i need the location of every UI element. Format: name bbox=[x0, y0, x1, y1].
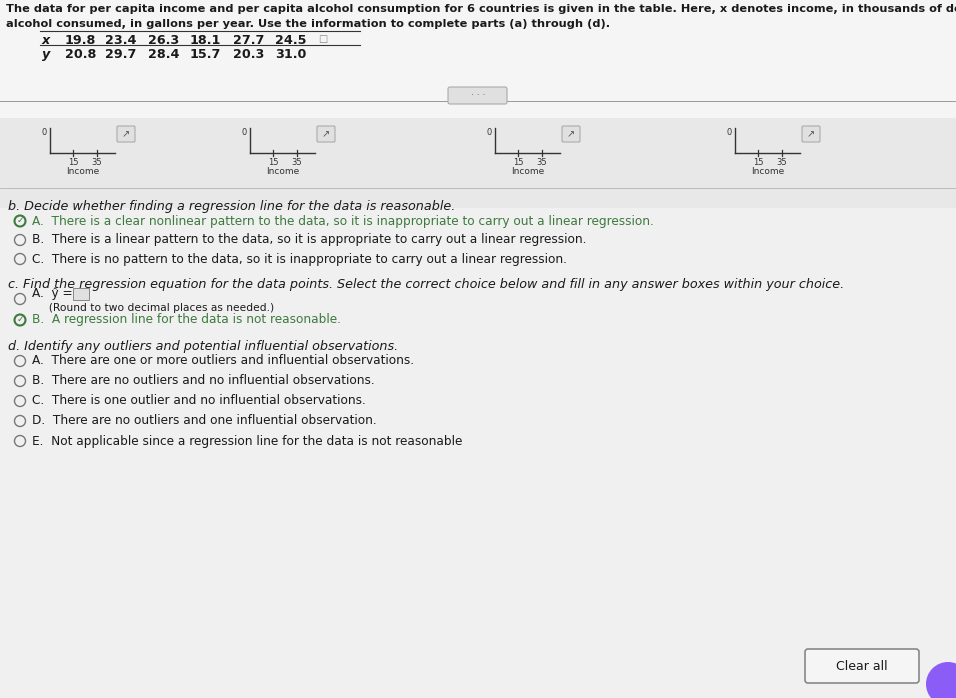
Text: · · ·: · · · bbox=[470, 91, 486, 100]
Text: B.  A regression line for the data is not reasonable.: B. A regression line for the data is not… bbox=[32, 313, 341, 327]
Text: E.  Not applicable since a regression line for the data is not reasonable: E. Not applicable since a regression lin… bbox=[32, 434, 463, 447]
Text: 35: 35 bbox=[536, 158, 548, 167]
Text: A.  There are one or more outliers and influential observations.: A. There are one or more outliers and in… bbox=[32, 355, 414, 368]
Text: □: □ bbox=[318, 34, 327, 44]
FancyBboxPatch shape bbox=[448, 87, 507, 104]
Text: y: y bbox=[42, 48, 51, 61]
FancyBboxPatch shape bbox=[0, 0, 956, 118]
Text: 35: 35 bbox=[92, 158, 102, 167]
Text: A.  There is a clear nonlinear pattern to the data, so it is inappropriate to ca: A. There is a clear nonlinear pattern to… bbox=[32, 214, 654, 228]
FancyBboxPatch shape bbox=[802, 126, 820, 142]
FancyBboxPatch shape bbox=[73, 288, 89, 300]
Text: ✓: ✓ bbox=[16, 216, 24, 225]
Text: 35: 35 bbox=[776, 158, 788, 167]
Text: ↗: ↗ bbox=[122, 129, 130, 139]
Text: 15: 15 bbox=[268, 158, 278, 167]
Text: x: x bbox=[42, 34, 51, 47]
Text: A.  ŷ =: A. ŷ = bbox=[32, 288, 73, 301]
Text: ↗: ↗ bbox=[567, 129, 576, 139]
Text: Clear all: Clear all bbox=[836, 660, 888, 672]
Text: ↗: ↗ bbox=[322, 129, 330, 139]
Text: 15: 15 bbox=[512, 158, 523, 167]
Text: 20.3: 20.3 bbox=[233, 48, 265, 61]
Text: B.  There are no outliers and no influential observations.: B. There are no outliers and no influent… bbox=[32, 375, 375, 387]
Text: ✓: ✓ bbox=[16, 315, 24, 324]
Text: Income: Income bbox=[511, 167, 545, 176]
Circle shape bbox=[926, 662, 956, 698]
Text: (Round to two decimal places as needed.): (Round to two decimal places as needed.) bbox=[32, 303, 274, 313]
Text: 31.0: 31.0 bbox=[275, 48, 306, 61]
Text: 27.7: 27.7 bbox=[233, 34, 265, 47]
Text: Income: Income bbox=[267, 167, 299, 176]
Text: alcohol consumed, in gallons per year. Use the information to complete parts (a): alcohol consumed, in gallons per year. U… bbox=[6, 19, 610, 29]
Text: 15: 15 bbox=[752, 158, 763, 167]
Text: The data for per capita income and per capita alcohol consumption for 6 countrie: The data for per capita income and per c… bbox=[6, 4, 956, 14]
Text: Income: Income bbox=[751, 167, 785, 176]
Text: 35: 35 bbox=[292, 158, 302, 167]
Text: 23.4: 23.4 bbox=[105, 34, 137, 47]
Text: 26.3: 26.3 bbox=[148, 34, 179, 47]
Text: 0: 0 bbox=[242, 128, 247, 137]
Text: 0: 0 bbox=[42, 128, 47, 137]
Text: 29.7: 29.7 bbox=[105, 48, 137, 61]
Text: 15: 15 bbox=[68, 158, 78, 167]
Text: ↗: ↗ bbox=[807, 129, 815, 139]
Text: C.  There is one outlier and no influential observations.: C. There is one outlier and no influenti… bbox=[32, 394, 366, 408]
Text: 24.5: 24.5 bbox=[275, 34, 307, 47]
FancyBboxPatch shape bbox=[317, 126, 335, 142]
FancyBboxPatch shape bbox=[0, 118, 956, 208]
FancyBboxPatch shape bbox=[0, 208, 956, 698]
FancyBboxPatch shape bbox=[805, 649, 919, 683]
Text: c. Find the regression equation for the data points. Select the correct choice b: c. Find the regression equation for the … bbox=[8, 278, 844, 291]
Text: Income: Income bbox=[66, 167, 99, 176]
Text: 15.7: 15.7 bbox=[190, 48, 222, 61]
Text: 28.4: 28.4 bbox=[148, 48, 180, 61]
FancyBboxPatch shape bbox=[117, 126, 135, 142]
Text: d. Identify any outliers and potential influential observations.: d. Identify any outliers and potential i… bbox=[8, 340, 398, 353]
Text: C.  There is no pattern to the data, so it is inappropriate to carry out a linea: C. There is no pattern to the data, so i… bbox=[32, 253, 567, 265]
Text: D.  There are no outliers and one influential observation.: D. There are no outliers and one influen… bbox=[32, 415, 377, 427]
Text: B.  There is a linear pattern to the data, so it is appropriate to carry out a l: B. There is a linear pattern to the data… bbox=[32, 234, 586, 246]
FancyBboxPatch shape bbox=[562, 126, 580, 142]
Text: 0: 0 bbox=[727, 128, 732, 137]
Text: b. Decide whether finding a regression line for the data is reasonable.: b. Decide whether finding a regression l… bbox=[8, 200, 455, 213]
Text: 0: 0 bbox=[487, 128, 492, 137]
Text: 19.8: 19.8 bbox=[65, 34, 97, 47]
Text: 20.8: 20.8 bbox=[65, 48, 97, 61]
Text: 18.1: 18.1 bbox=[190, 34, 222, 47]
